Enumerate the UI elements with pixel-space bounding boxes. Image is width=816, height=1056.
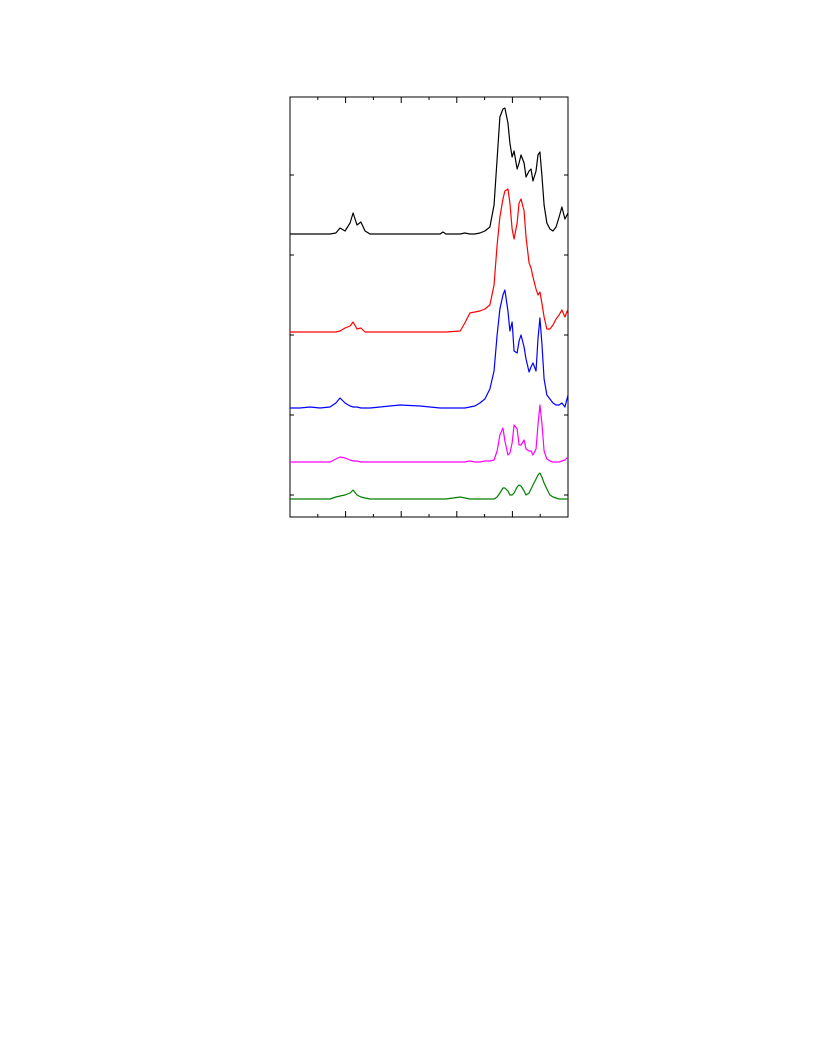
plot-frame — [289, 96, 569, 518]
spectrum-line — [290, 404, 569, 463]
spectrum-line — [290, 289, 569, 409]
spectrum-line — [290, 472, 568, 500]
spectrum-line — [290, 188, 569, 333]
spectrum-line — [290, 107, 569, 235]
